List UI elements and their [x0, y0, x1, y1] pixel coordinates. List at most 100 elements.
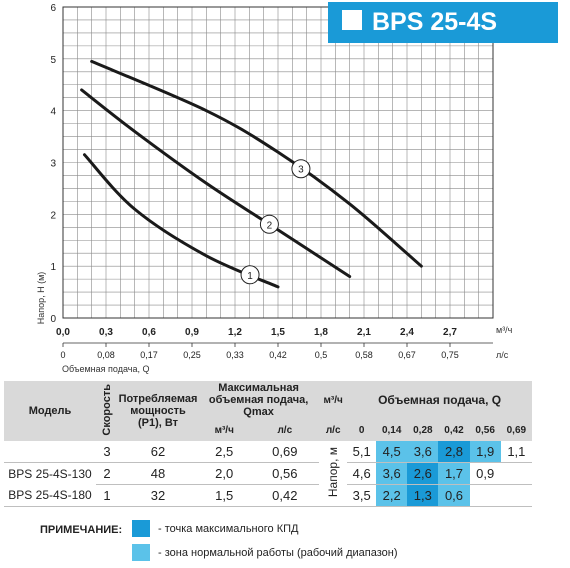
- max-efficiency-swatch: [132, 520, 150, 537]
- qmax-m3h-cell: 2,5: [198, 441, 251, 463]
- x-unit-bottom: л/с: [496, 350, 509, 360]
- head-cell: 0,6: [438, 484, 470, 507]
- model-cell: [4, 441, 96, 463]
- curve-label-circle: [259, 214, 279, 234]
- flow-ls: 0,56: [469, 419, 501, 441]
- y-tick-label: 3: [50, 159, 56, 170]
- head-cell: 4,5: [376, 441, 408, 463]
- th-model: Модель: [4, 381, 96, 441]
- x-tick-label-ls: 0,58: [355, 350, 373, 360]
- x-unit-top: м³/ч: [496, 325, 513, 335]
- x-tick-label-m3h: 2,4: [400, 327, 414, 338]
- qmax-ls-cell: 0,69: [250, 441, 320, 463]
- x-tick-label-m3h: 0,9: [185, 327, 199, 338]
- flow-ls: 0,14: [376, 419, 408, 441]
- x-tick-label-m3h: 2,1: [357, 327, 371, 338]
- flow-ls: 0,69: [500, 419, 532, 441]
- y-tick-label: 4: [50, 107, 56, 118]
- curve-label: 3: [298, 165, 304, 176]
- curve-speed-2: [80, 88, 352, 279]
- y-tick-label: 2: [50, 210, 56, 221]
- th-qmax: Максимальная объемная подача, Qmax: [198, 381, 320, 419]
- speed-cell: 2: [96, 462, 118, 485]
- model-cell: BPS 25-4S-180: [4, 484, 96, 507]
- y-axis-label: Напор, H (м): [36, 272, 46, 325]
- th-power: Потребляемая мощность (P1), Вт: [118, 381, 198, 441]
- head-cell: 1,3: [407, 484, 439, 507]
- note-max-eff: - точка максимального КПД: [158, 523, 299, 535]
- qmax-ls-cell: 0,56: [250, 462, 320, 485]
- curve-speed-3: [90, 59, 423, 268]
- head-cell: 2,8: [438, 441, 470, 463]
- qmax-m3h-cell: 1,5: [198, 484, 251, 507]
- y-tick-label: 6: [50, 3, 56, 14]
- x-tick-label-ls: 0: [60, 350, 65, 360]
- head-cell: [500, 484, 532, 507]
- normal-zone-swatch: [132, 544, 150, 561]
- x-tick-label-m3h: 2,7: [443, 327, 457, 338]
- flow-ls: 0,28: [407, 419, 439, 441]
- head-cell: 3,6: [407, 441, 439, 463]
- y-tick-label: 0: [50, 314, 56, 325]
- head-cell: 1,9: [469, 441, 501, 463]
- chart-labels: 0 1 2 3 4 5 6 0,0 0,3 0,6 0,9 1,2 1,5 1,8 2,1 2,4 2,7 0 0,…: [50, 3, 493, 360]
- chart-curves: 1 2 3: [80, 59, 423, 289]
- x-tick-label-m3h: 0,3: [99, 327, 113, 338]
- head-cell: 1,7: [438, 462, 470, 485]
- head-cell: [500, 462, 532, 485]
- badge-title: BPS 25-4S: [372, 8, 498, 36]
- curve-label: 2: [267, 220, 273, 231]
- head-label-cell: Напор, м: [319, 441, 348, 507]
- y-tick-label: 1: [50, 262, 56, 273]
- x-tick-label-ls: 0,25: [183, 350, 201, 360]
- speed-cell: 3: [96, 441, 118, 463]
- x-tick-label-m3h: 1,5: [271, 327, 285, 338]
- x-tick-label-ls: 0,67: [398, 350, 416, 360]
- x-tick-label-m3h: 0,0: [56, 327, 70, 338]
- head-cell: [469, 484, 501, 507]
- head-cell: 3,6: [376, 462, 408, 485]
- flow-ls: 0: [347, 419, 377, 441]
- speed-cell: 1: [96, 484, 118, 507]
- x-tick-label-ls: 0,75: [441, 350, 459, 360]
- y-tick-label: 5: [50, 55, 56, 66]
- badge-square-icon: [342, 10, 362, 30]
- model-badge: BPS 25-4S: [328, 2, 558, 43]
- x-axis-label: Объемная подача, Q: [62, 364, 149, 374]
- th-qmax-m3h: м³/ч: [198, 419, 251, 441]
- note-normal: - зона нормальной работы (рабочий диапаз…: [158, 547, 398, 559]
- head-cell: 5,1: [347, 441, 377, 463]
- th-unit-m3h: м³/ч: [319, 381, 348, 419]
- curve-label-circle: [240, 265, 260, 285]
- qmax-m3h-cell: 2,0: [198, 462, 251, 485]
- head-cell: 1,1: [500, 441, 532, 463]
- spec-table: Модель Скорость Потребляемая мощность (P…: [4, 381, 532, 507]
- curve-label: 1: [247, 271, 253, 282]
- x-tick-label-m3h: 0,6: [142, 327, 156, 338]
- head-cell: 4,6: [347, 462, 377, 485]
- chart-grid: [62, 6, 494, 319]
- th-speed: Скорость: [96, 381, 118, 441]
- head-cell: 2,6: [407, 462, 439, 485]
- head-cell: 2,2: [376, 484, 408, 507]
- x-tick-label-ls: 0,5: [315, 350, 328, 360]
- power-cell: 62: [118, 441, 198, 463]
- x-tick-label-ls: 0,42: [269, 350, 287, 360]
- head-cell: 0,9: [469, 462, 501, 485]
- th-unit-ls: л/с: [319, 419, 348, 441]
- th-qmax-ls: л/с: [250, 419, 320, 441]
- x-tick-label-m3h: 1,2: [228, 327, 242, 338]
- x-tick-label-ls: 0,08: [97, 350, 115, 360]
- power-cell: 32: [118, 484, 198, 507]
- x-tick-label-ls: 0,17: [140, 350, 158, 360]
- head-cell: 3,5: [347, 484, 377, 507]
- power-cell: 48: [118, 462, 198, 485]
- plot-frame: [62, 6, 494, 319]
- flow-ls: 0,42: [438, 419, 470, 441]
- curve-label-circle: [291, 159, 311, 179]
- qmax-ls-cell: 0,42: [250, 484, 320, 507]
- x-tick-label-ls: 0,33: [226, 350, 244, 360]
- model-cell: BPS 25-4S-130: [8, 466, 92, 481]
- x-tick-label-m3h: 1,8: [314, 327, 328, 338]
- th-flow: Объемная подача, Q: [347, 381, 532, 419]
